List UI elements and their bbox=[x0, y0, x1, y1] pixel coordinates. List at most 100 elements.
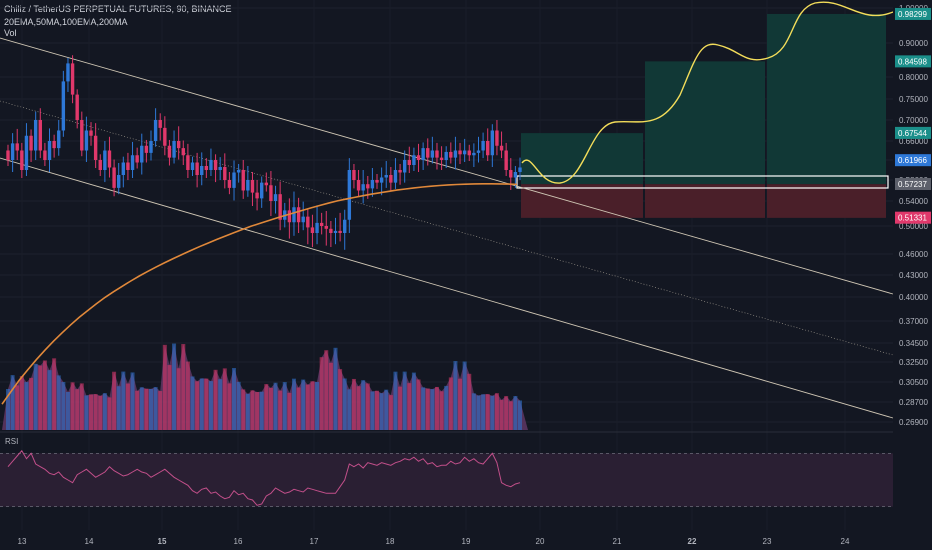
volume-bar bbox=[439, 391, 444, 430]
volume-bar bbox=[218, 379, 223, 430]
price-tick-label: 0.80000 bbox=[899, 73, 928, 82]
candle-body bbox=[407, 160, 411, 165]
candle-body bbox=[52, 141, 56, 149]
volume-bar bbox=[291, 378, 296, 430]
volume-bar bbox=[379, 393, 384, 430]
candle bbox=[269, 171, 273, 216]
candle bbox=[384, 161, 388, 188]
candle bbox=[402, 150, 407, 183]
candle-body bbox=[236, 170, 241, 173]
price-tag-label: 0.98299 bbox=[898, 10, 927, 19]
price-tag-label: 0.67544 bbox=[898, 129, 927, 138]
candle-body bbox=[218, 167, 222, 170]
volume-bar bbox=[130, 372, 135, 430]
time-tick-label: 22 bbox=[688, 537, 697, 546]
volume-bar bbox=[259, 391, 264, 430]
volume-bar bbox=[158, 391, 163, 430]
volume-bar bbox=[434, 386, 439, 430]
volume-bar bbox=[407, 383, 412, 430]
candle bbox=[333, 217, 338, 245]
candle-body bbox=[75, 94, 79, 120]
volume-bar bbox=[33, 363, 38, 430]
candle bbox=[287, 198, 292, 239]
candle-body bbox=[140, 145, 144, 163]
volume-bar bbox=[430, 389, 435, 430]
volume-bar bbox=[338, 369, 343, 430]
candle bbox=[121, 156, 126, 188]
candle-body bbox=[481, 141, 485, 151]
volume-bar bbox=[24, 382, 29, 430]
candle-body bbox=[509, 170, 513, 178]
candle-body bbox=[195, 162, 199, 175]
candle-body bbox=[296, 207, 301, 223]
candle-body bbox=[356, 180, 361, 191]
candle bbox=[84, 116, 89, 162]
candle bbox=[347, 158, 352, 233]
price-axis: 1.000000.900000.800000.750000.700000.660… bbox=[893, 0, 932, 532]
volume-bar bbox=[421, 387, 426, 430]
candle-body bbox=[176, 141, 181, 149]
candle bbox=[75, 89, 79, 129]
candle-body bbox=[135, 155, 139, 163]
candle-body bbox=[444, 151, 448, 160]
volume-bar bbox=[361, 380, 366, 430]
volume-bar bbox=[324, 350, 329, 430]
volume-bar bbox=[47, 370, 52, 430]
candle-body bbox=[439, 157, 444, 160]
target-zone bbox=[645, 61, 765, 185]
candle bbox=[264, 172, 269, 192]
volume-bar bbox=[476, 395, 481, 430]
candle-body bbox=[366, 184, 370, 189]
volume-bar bbox=[213, 369, 218, 430]
candle-body bbox=[393, 170, 398, 183]
candle bbox=[153, 108, 158, 147]
volume-bar bbox=[144, 388, 149, 430]
volume-bar bbox=[185, 361, 190, 430]
volume-bar bbox=[176, 368, 181, 430]
candle-body bbox=[292, 207, 296, 223]
time-tick-label: 18 bbox=[386, 537, 395, 546]
candle-body bbox=[149, 141, 153, 153]
candle bbox=[33, 111, 38, 160]
candle bbox=[140, 133, 144, 175]
candle bbox=[430, 136, 435, 164]
volume-legend[interactable]: Vol bbox=[4, 28, 17, 38]
candle bbox=[490, 124, 495, 167]
candle bbox=[186, 143, 190, 178]
time-tick-label: 15 bbox=[158, 537, 167, 546]
volume-bar bbox=[255, 392, 260, 430]
candle bbox=[495, 120, 499, 156]
candle bbox=[98, 154, 102, 176]
volume-bar bbox=[93, 394, 98, 430]
volume-bar bbox=[499, 399, 504, 430]
candle bbox=[172, 130, 176, 164]
candle bbox=[204, 158, 209, 178]
candle bbox=[393, 158, 398, 189]
candle-body bbox=[421, 148, 425, 160]
candle-body bbox=[117, 175, 121, 188]
candle-body bbox=[130, 155, 135, 170]
candle bbox=[200, 152, 204, 186]
candle bbox=[315, 205, 319, 245]
volume-bar bbox=[301, 379, 306, 430]
candle bbox=[10, 133, 15, 172]
volume-bar bbox=[121, 371, 126, 430]
candle bbox=[218, 157, 222, 180]
stop-zone bbox=[645, 184, 765, 218]
candle-body bbox=[426, 148, 430, 158]
candle-body bbox=[98, 160, 102, 170]
indicators-legend[interactable]: 20EMA,50MA,100EMA,200MA bbox=[4, 17, 128, 27]
candle bbox=[356, 170, 361, 197]
candle bbox=[163, 116, 167, 156]
volume-bar bbox=[52, 358, 57, 430]
candle-body bbox=[209, 160, 213, 170]
volume-bar bbox=[375, 390, 380, 430]
candle bbox=[227, 172, 232, 195]
volume-bar bbox=[310, 381, 315, 430]
symbol-header: Chiliz / TetherUS PERPETUAL FUTURES, 90,… bbox=[4, 4, 232, 14]
candle bbox=[38, 108, 42, 159]
candle bbox=[421, 142, 425, 170]
candle-body bbox=[250, 180, 255, 193]
candle-body bbox=[15, 143, 19, 151]
